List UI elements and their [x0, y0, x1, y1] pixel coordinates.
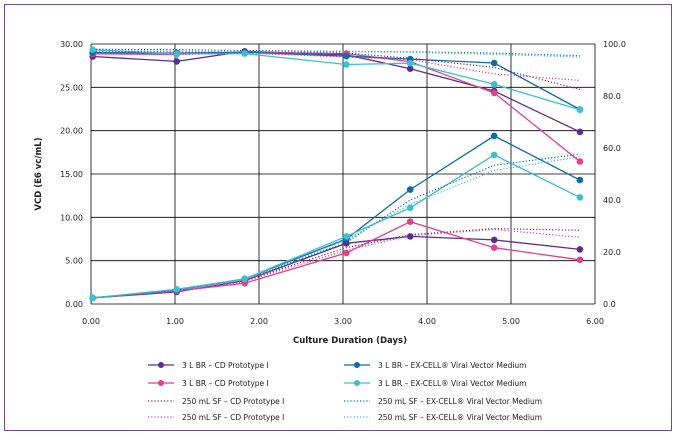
series-point: [89, 46, 96, 53]
series-line-9: [92, 51, 581, 91]
y-tick-label: 5.00: [65, 257, 83, 266]
legend-label: 250 mL SF – CD Prototype I: [182, 413, 284, 422]
series-point: [406, 204, 414, 212]
series-point: [490, 244, 498, 251]
series-point: [406, 186, 414, 193]
series-line-14: [92, 156, 580, 299]
series-point: [490, 89, 498, 97]
x-axis-title: Culture Duration (Days): [293, 336, 407, 346]
series-point: [406, 218, 414, 225]
legend-marker: [158, 362, 164, 368]
series-line-2: [92, 221, 580, 299]
series-line-8: [92, 227, 580, 299]
series-line-10: [92, 228, 580, 299]
y2-tick-label: 100.0: [603, 40, 626, 49]
series-markers: [89, 46, 584, 302]
legend-marker: [354, 362, 360, 368]
series-point: [343, 61, 350, 68]
y-tick-label: 0.00: [65, 300, 83, 309]
series-point: [173, 50, 180, 58]
series-point: [406, 65, 414, 72]
legend-marker: [158, 380, 164, 386]
legend-label: 250 mL SF – CD Prototype I: [182, 397, 284, 406]
x-tick-label: 5.00: [502, 317, 520, 326]
y2-tick-label: 60.0: [603, 144, 621, 153]
series-point: [576, 194, 584, 201]
series-point: [343, 233, 350, 240]
series-point: [490, 236, 498, 244]
legend-label: 3 L BR – EX-CELL® Viral Vector Medium: [378, 379, 527, 388]
y2-axis-ticks: 0.0 20.0 40.0 60.0 80.0 100.0: [603, 40, 626, 309]
series-line-0: [92, 235, 580, 299]
x-tick-label: 2.00: [250, 317, 268, 326]
series-point: [490, 81, 498, 88]
series-point: [89, 294, 96, 302]
legend-label: 3 L BR – CD Prototype I: [182, 361, 269, 370]
legend: 3 L BR – CD Prototype I 3 L BR – EX-CELL®…: [148, 361, 542, 422]
series-point: [173, 286, 180, 293]
series-point: [490, 151, 498, 159]
series-point: [343, 52, 350, 60]
y2-tick-label: 20.0: [603, 248, 621, 257]
y-tick-label: 25.00: [60, 83, 83, 92]
series-line-11: [92, 52, 580, 81]
x-tick-label: 0.00: [82, 317, 100, 326]
series-point: [490, 132, 498, 140]
series-point: [406, 59, 414, 67]
series-line-7: [92, 49, 581, 111]
x-axis-ticks: 0.00 1.00 2.00 3.00 4.00 5.00 6.00: [82, 317, 604, 326]
series-point: [576, 256, 584, 264]
legend-marker: [354, 380, 360, 386]
y-axis-title: VCD (E6 vc/mL): [34, 137, 44, 210]
series-point: [576, 128, 584, 136]
y2-tick-label: 80.0: [603, 92, 621, 101]
y2-tick-label: 40.0: [603, 196, 621, 205]
legend-label: 250 mL SF – EX-CELL® Viral Vector Medium: [378, 397, 542, 406]
series-point: [173, 58, 180, 65]
legend-label: 3 L BR – CD Prototype I: [182, 379, 269, 388]
series-line-6: [92, 154, 581, 299]
y2-tick-label: 0.0: [603, 300, 616, 309]
legend-label: 3 L BR – EX-CELL® Viral Vector Medium: [378, 361, 527, 370]
x-tick-label: 3.00: [334, 317, 352, 326]
series-line-4: [92, 135, 581, 299]
series-line-12: [92, 153, 580, 299]
y-tick-label: 30.00: [60, 40, 83, 49]
y-axis-ticks: 0.00 5.00 10.00 15.00 20.00 25.00 30.00: [60, 40, 83, 309]
series-point: [576, 158, 584, 165]
x-tick-label: 4.00: [418, 317, 436, 326]
series-line-3: [92, 51, 581, 163]
series-point: [343, 249, 350, 257]
series-point: [576, 246, 584, 253]
x-tick-label: 1.00: [166, 317, 184, 326]
series-point: [241, 275, 248, 283]
series-point: [406, 233, 414, 240]
y-tick-label: 15.00: [60, 170, 83, 179]
legend-label: 250 mL SF – EX-CELL® Viral Vector Medium: [378, 413, 542, 422]
y-tick-label: 20.00: [60, 127, 83, 136]
x-tick-label: 6.00: [586, 317, 604, 326]
series-point: [576, 176, 584, 184]
series-point: [490, 59, 498, 67]
grid-lines: [90, 43, 596, 305]
series-point: [241, 50, 248, 57]
y-tick-label: 10.00: [60, 213, 83, 222]
series-point: [576, 106, 584, 114]
